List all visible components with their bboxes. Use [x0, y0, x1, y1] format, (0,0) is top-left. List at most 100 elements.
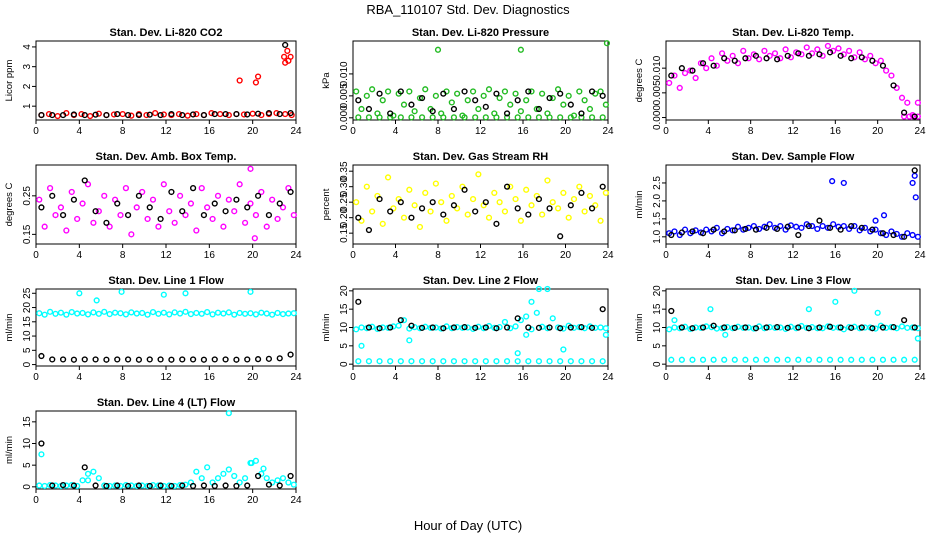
data-point [893, 230, 900, 238]
data-point [128, 112, 135, 119]
data-point [557, 358, 564, 365]
data-point [171, 219, 178, 226]
data-point [816, 51, 823, 58]
data-point [528, 202, 535, 209]
chart-panel-line2: Stan. Dev. Line 2 Flow 0 4 8 12 16 20 24 0 5 10 15 2… [321, 275, 614, 383]
data-point [400, 214, 408, 221]
data-point [914, 99, 921, 106]
data-point [858, 224, 865, 231]
data-point [546, 324, 553, 331]
data-point [118, 288, 125, 295]
x-tick-label: 20 [560, 372, 572, 383]
data-point [189, 185, 197, 192]
data-point [699, 60, 707, 67]
data-point [858, 356, 865, 363]
data-point [503, 358, 511, 365]
data-point [79, 309, 86, 317]
data-point [59, 111, 67, 119]
data-point [358, 342, 365, 349]
y-axis-label: ml/min [4, 314, 15, 342]
data-point [369, 323, 376, 330]
data-point [533, 105, 540, 113]
data-point [832, 298, 839, 305]
series-cloud [36, 308, 297, 318]
data-point [668, 72, 675, 79]
data-point [285, 310, 292, 317]
chart-panel-box: Stan. Dev. Amb. Box Temp. 0 4 8 12 16 20 24 0.15… [4, 151, 302, 261]
data-point [766, 221, 773, 228]
data-point [461, 88, 468, 95]
data-point [220, 310, 227, 317]
data-point [124, 482, 132, 490]
data-point [284, 47, 291, 54]
data-point [517, 108, 524, 115]
data-point [406, 337, 413, 344]
data-point [482, 324, 489, 331]
data-point [448, 99, 455, 106]
plot-frame [35, 410, 297, 490]
x-tick-label: 24 [290, 250, 302, 261]
data-point [848, 55, 855, 62]
panel-title: Stan. Dev. Li-820 Pressure [412, 27, 549, 39]
data-point [369, 86, 376, 93]
data-point [146, 111, 153, 118]
data-point [450, 114, 458, 121]
data-point [567, 202, 574, 209]
data-point [697, 60, 705, 67]
data-point [472, 208, 479, 215]
data-point [501, 88, 509, 95]
data-point [81, 464, 88, 471]
data-point [901, 317, 908, 324]
data-point [795, 50, 802, 57]
data-point [49, 482, 56, 489]
data-point [103, 219, 110, 226]
data-point [904, 324, 911, 331]
data-point [240, 111, 248, 118]
data-point [689, 325, 696, 332]
data-point [236, 309, 243, 317]
data-point [422, 189, 429, 196]
y-tick-label: 2 [22, 83, 33, 89]
data-point [668, 356, 675, 363]
y-tick-label: 0 [22, 361, 33, 367]
data-point [244, 111, 251, 118]
data-point [38, 440, 45, 447]
data-point [84, 470, 92, 477]
data-point [81, 111, 88, 119]
data-point [710, 62, 717, 69]
x-tick-label: 8 [435, 126, 441, 137]
data-point [92, 111, 99, 118]
data-point [365, 226, 373, 234]
data-point [879, 230, 887, 237]
data-point [687, 67, 694, 74]
x-tick-label: 20 [247, 372, 259, 383]
data-point [233, 482, 240, 490]
data-point [84, 477, 92, 484]
data-point [671, 72, 678, 79]
data-point [353, 199, 360, 206]
data-point [422, 323, 429, 330]
data-point [263, 223, 270, 230]
data-point [211, 110, 218, 118]
data-point [535, 105, 543, 113]
data-point [699, 324, 707, 331]
data-point [546, 205, 553, 212]
data-point [440, 325, 447, 332]
data-point [829, 178, 836, 185]
data-point [187, 310, 195, 318]
data-point [808, 222, 816, 230]
data-point [819, 325, 826, 332]
x-tick-label: 24 [290, 126, 302, 137]
x-tick-label: 24 [290, 372, 302, 383]
data-point [49, 111, 56, 119]
data-point [252, 79, 260, 86]
data-point [877, 57, 884, 64]
series-outliers [434, 40, 611, 53]
data-point [703, 65, 710, 72]
data-point [193, 468, 200, 475]
data-point [258, 309, 265, 316]
data-point [59, 482, 67, 489]
data-point [70, 196, 78, 203]
data-point [514, 358, 521, 365]
